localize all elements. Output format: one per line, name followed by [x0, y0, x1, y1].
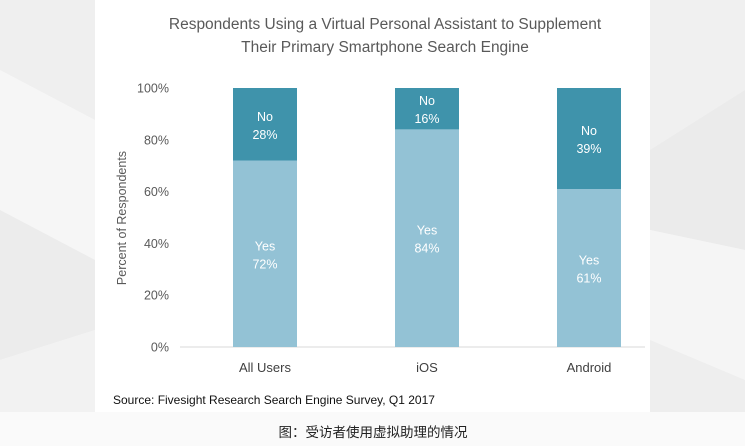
figure-caption: 图：受访者使用虚拟助理的情况 — [279, 424, 468, 441]
chart-source: Source: Fivesight Research Search Engine… — [113, 393, 435, 407]
y-axis-label: Percent of Respondents — [115, 151, 129, 285]
bar-value-label-ios-no: 16% — [414, 112, 439, 126]
bar-ios-no — [395, 88, 459, 130]
chart-title-line-1: Respondents Using a Virtual Personal Ass… — [169, 16, 602, 33]
y-axis-ticks: 0% 20% 40% 60% 80% 100% — [137, 82, 169, 355]
bar-series-label-android-no: No — [581, 124, 597, 138]
bar-all-users-yes — [233, 160, 297, 347]
bar-ios-yes — [395, 129, 459, 347]
y-tick-label: 100% — [137, 82, 169, 96]
x-category-label-all-users: All Users — [239, 360, 292, 375]
bar-series-label-all-users-no: No — [257, 110, 273, 124]
bar-value-label-ios-yes: 84% — [414, 242, 439, 256]
y-tick-label: 20% — [144, 289, 169, 303]
bar-series-label-ios-yes: Yes — [417, 224, 437, 238]
y-tick-label: 40% — [144, 237, 169, 251]
y-tick-label: 80% — [144, 133, 169, 147]
y-tick-label: 0% — [151, 341, 169, 355]
bar-value-label-android-yes: 61% — [576, 272, 601, 286]
x-category-label-ios: iOS — [416, 360, 438, 375]
bar-all-users-no — [233, 88, 297, 161]
bar-series-label-ios-no: No — [419, 94, 435, 108]
bar-android-no — [557, 88, 621, 189]
bar-series-label-all-users-yes: Yes — [255, 239, 275, 253]
bar-value-label-all-users-yes: 72% — [252, 257, 277, 271]
y-tick-label: 60% — [144, 185, 169, 199]
bar-series-label-android-yes: Yes — [579, 254, 599, 268]
x-category-label-android: Android — [567, 360, 612, 375]
bar-value-label-android-no: 39% — [576, 142, 601, 156]
bars — [233, 88, 621, 347]
bar-value-label-all-users-no: 28% — [252, 128, 277, 142]
chart-title-line-2: Their Primary Smartphone Search Engine — [241, 39, 529, 56]
bar-android-yes — [557, 189, 621, 347]
x-axis-category-labels: All Users iOS Android — [239, 360, 611, 375]
bar-data-labels: Yes 72% No 28% Yes 84% No 16% Yes 61% No 39% — [252, 94, 601, 285]
